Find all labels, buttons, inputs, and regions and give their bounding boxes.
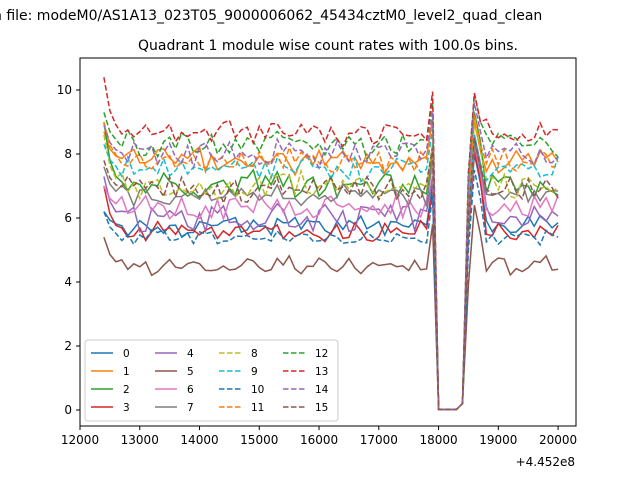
legend-label-6: 6 (187, 384, 194, 396)
y-tick-label: 8 (64, 147, 72, 161)
legend-label-7: 7 (187, 402, 194, 414)
x-tick-label: 20000 (539, 433, 577, 447)
series-line-15 (103, 137, 559, 411)
legend-label-13: 13 (315, 366, 328, 378)
series-line-11 (103, 115, 559, 411)
legend-label-9: 9 (251, 366, 258, 378)
axes-frame (79, 57, 577, 427)
y-axis: 0 2 4 6 8 10 (57, 83, 80, 417)
series-line-10 (103, 169, 559, 411)
x-tick-label: 15000 (240, 433, 278, 447)
x-tick-label: 16000 (300, 433, 338, 447)
series-line-6 (103, 144, 559, 411)
legend-label-15: 15 (315, 402, 328, 414)
series-line-14 (103, 102, 559, 411)
x-tick-label: 13000 (121, 433, 159, 447)
series-layer (103, 77, 559, 411)
chart-suptitle: n file: modeM0/AS1A13_023T05_9000006062_… (0, 8, 542, 24)
x-tick-label: 17000 (360, 433, 398, 447)
legend-label-2: 2 (123, 384, 130, 396)
legend-label-11: 11 (251, 402, 264, 414)
legend-label-0: 0 (123, 348, 130, 360)
series-line-5 (103, 205, 559, 411)
x-tick-label: 19000 (479, 433, 517, 447)
legend-box (84, 339, 339, 422)
x-tick-label: 18000 (419, 433, 457, 447)
y-tick-label: 4 (64, 275, 72, 289)
legend-label-12: 12 (315, 348, 328, 360)
legend-label-10: 10 (251, 384, 264, 396)
y-tick-label: 10 (57, 83, 72, 97)
legend-label-3: 3 (123, 402, 130, 414)
y-tick-label: 0 (64, 403, 72, 417)
legend-label-14: 14 (315, 384, 329, 396)
legend-label-1: 1 (123, 366, 130, 378)
series-line-3 (103, 150, 559, 411)
x-tick-label: 12000 (61, 433, 99, 447)
y-tick-label: 2 (64, 339, 72, 353)
y-tick-label: 6 (64, 211, 72, 225)
series-line-12 (103, 93, 559, 411)
legend-label-8: 8 (251, 348, 258, 360)
series-line-7 (103, 141, 559, 411)
series-line-13 (103, 77, 559, 411)
x-tick-label: 14000 (180, 433, 218, 447)
chart-title: Quadrant 1 module wise count rates with … (138, 38, 518, 54)
x-offset-label: +4.452e8 (516, 455, 575, 469)
legend-label-5: 5 (187, 366, 194, 378)
x-axis: 12000 13000 14000 15000 16000 17000 18000 19000… (61, 426, 577, 447)
legend-label-4: 4 (187, 348, 194, 360)
series-line-2 (103, 112, 559, 411)
